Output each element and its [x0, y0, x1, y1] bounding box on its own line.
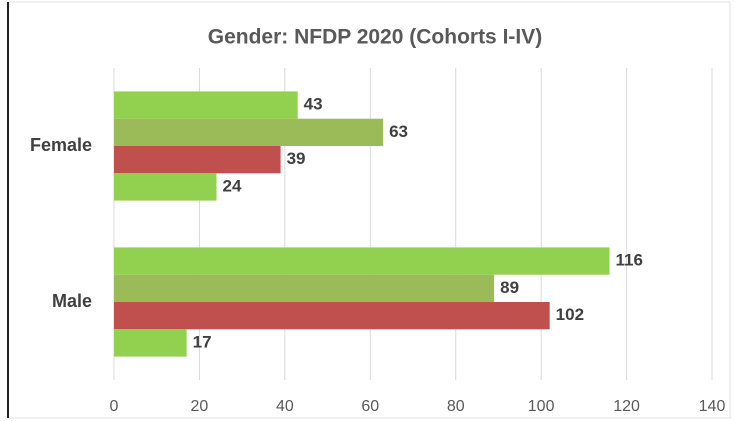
- data-label: 17: [193, 332, 212, 351]
- data-label: 24: [223, 176, 242, 195]
- y-tick-label: Female: [30, 135, 92, 155]
- data-label: 102: [556, 305, 584, 324]
- bar: [114, 329, 187, 357]
- bar: [114, 274, 495, 302]
- x-tick-label: 0: [110, 398, 119, 415]
- x-tick-label: 80: [447, 398, 465, 415]
- bar: [114, 91, 298, 119]
- data-label: 43: [304, 95, 323, 114]
- x-tick-label: 20: [191, 398, 209, 415]
- data-label: 116: [615, 251, 642, 270]
- data-label: 39: [287, 149, 306, 168]
- x-tick-label: 120: [613, 398, 640, 415]
- data-label: 63: [389, 122, 408, 141]
- x-tick-label: 40: [276, 398, 294, 415]
- x-tick-label: 60: [361, 398, 379, 415]
- bar: [114, 118, 384, 146]
- bar: [114, 173, 217, 201]
- bar: [114, 146, 281, 174]
- x-tick-label: 140: [699, 398, 726, 415]
- bar: [114, 247, 610, 275]
- bar: [114, 302, 550, 330]
- y-tick-label: Male: [52, 291, 92, 311]
- data-label: 89: [500, 278, 519, 297]
- chart-title: Gender: NFDP 2020 (Cohorts I-IV): [208, 26, 543, 49]
- x-tick-label: 100: [528, 398, 555, 415]
